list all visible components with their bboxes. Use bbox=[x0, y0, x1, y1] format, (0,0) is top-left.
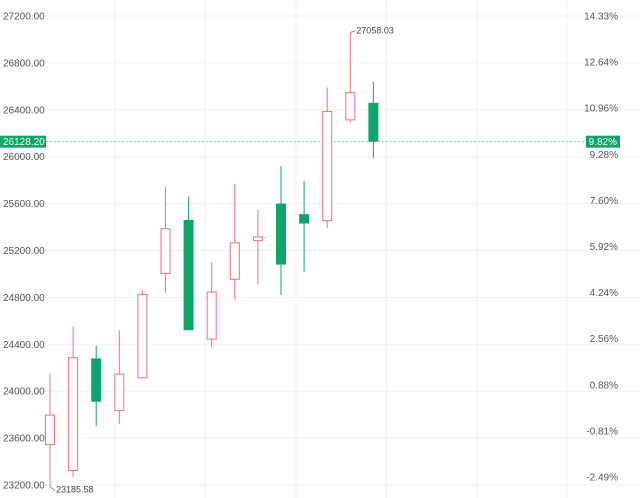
current-price-tag-right bbox=[586, 135, 620, 148]
candle-body-9 bbox=[252, 236, 263, 242]
y-tick-left-2: 26400.00 bbox=[3, 105, 45, 116]
candle-body-2 bbox=[91, 358, 102, 402]
high-annotation-leader bbox=[350, 30, 356, 34]
y-tick-right-1: 12.64% bbox=[584, 58, 618, 69]
current-price-tag-left bbox=[0, 135, 46, 148]
y-tick-left-4: 25600.00 bbox=[3, 199, 45, 210]
y-tick-right-8: 0.88% bbox=[590, 380, 618, 391]
candle-body-5 bbox=[160, 228, 171, 274]
candle-body-3 bbox=[114, 373, 125, 412]
y-tick-left-0: 27200.00 bbox=[3, 12, 45, 23]
y-tick-right-3: 9.28% bbox=[590, 150, 618, 161]
y-tick-left-7: 24400.00 bbox=[3, 340, 45, 351]
low-annotation-leader bbox=[49, 486, 56, 492]
y-tick-right-2: 10.96% bbox=[584, 104, 618, 115]
candle-body-6 bbox=[183, 220, 194, 331]
y-tick-right-6: 4.24% bbox=[590, 288, 618, 299]
y-tick-left-3: 26000.00 bbox=[3, 152, 45, 163]
candle-body-13 bbox=[345, 92, 356, 121]
candle-body-1 bbox=[68, 357, 79, 471]
y-tick-right-5: 5.92% bbox=[590, 242, 618, 253]
current-price-label-left: 26128.20 bbox=[3, 137, 45, 148]
candle-body-4 bbox=[137, 293, 148, 379]
current-price-label-right: 9.82% bbox=[589, 137, 617, 148]
y-tick-right-9: -0.81% bbox=[586, 426, 618, 437]
candle-body-11 bbox=[299, 214, 310, 224]
y-tick-right-7: 2.56% bbox=[590, 334, 618, 345]
y-tick-left-8: 24000.00 bbox=[3, 387, 45, 398]
y-tick-right-4: 7.60% bbox=[590, 196, 618, 207]
y-tick-right-10: -2.49% bbox=[586, 473, 618, 484]
candle-body-10 bbox=[276, 203, 286, 265]
y-tick-left-5: 25200.00 bbox=[3, 246, 45, 257]
candle-body-12 bbox=[322, 110, 333, 222]
y-tick-left-1: 26800.00 bbox=[3, 58, 45, 69]
candle-body-14 bbox=[368, 102, 379, 142]
y-tick-left-10: 23200.00 bbox=[3, 481, 45, 492]
low-annotation: 23185.58 bbox=[56, 485, 94, 495]
candle-body-8 bbox=[229, 242, 240, 280]
y-tick-left-6: 24800.00 bbox=[3, 293, 45, 304]
y-tick-left-9: 23600.00 bbox=[3, 434, 45, 445]
y-tick-right-0: 14.33% bbox=[584, 12, 618, 23]
high-annotation: 27058.03 bbox=[356, 26, 394, 36]
candle-body-0 bbox=[45, 414, 55, 446]
candle-body-7 bbox=[206, 291, 217, 340]
